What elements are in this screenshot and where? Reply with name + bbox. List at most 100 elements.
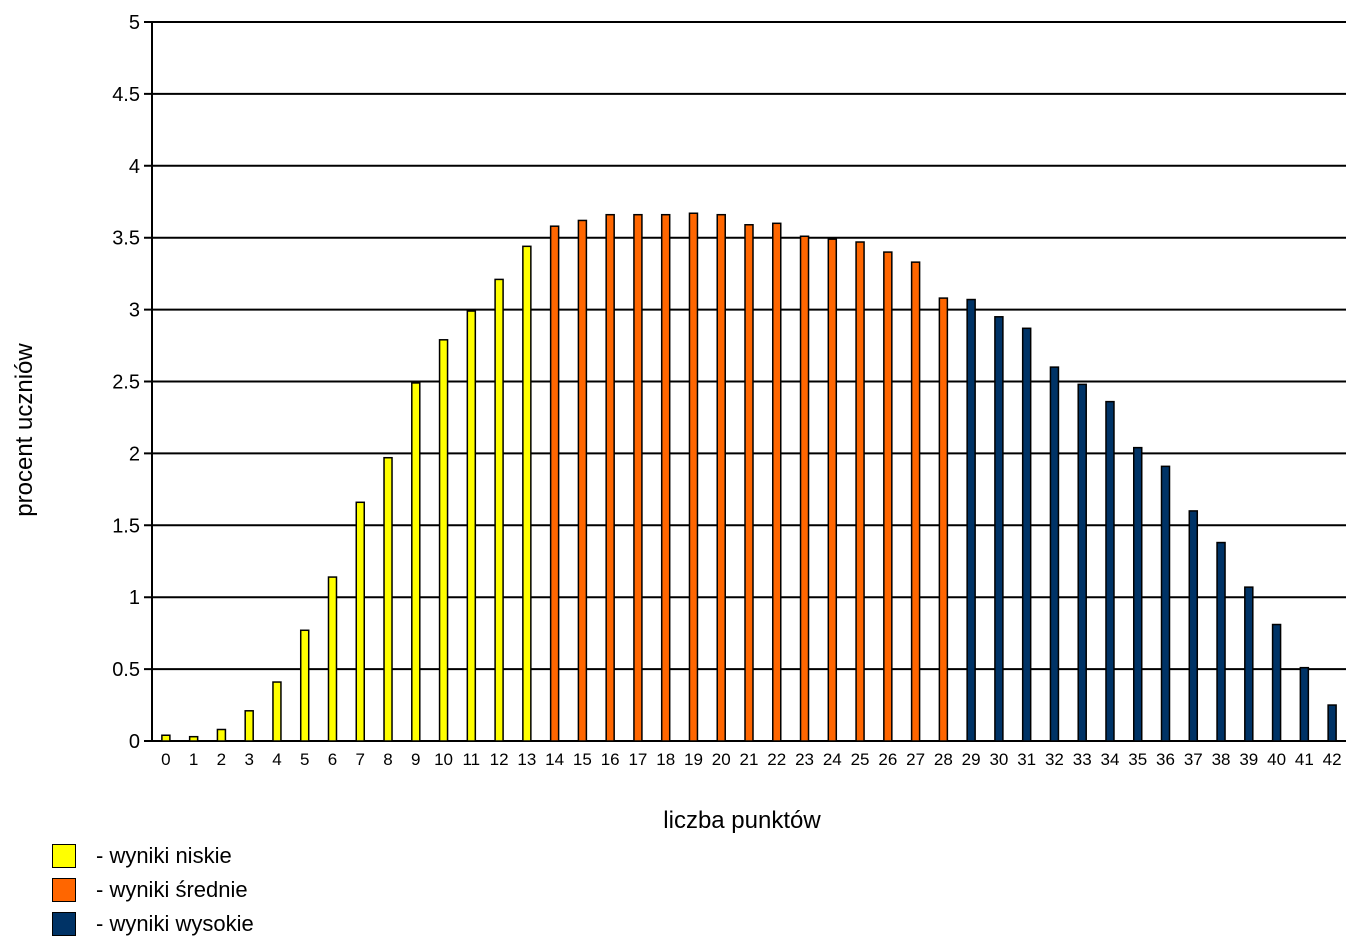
x-tick-label: 9 [411, 750, 420, 769]
bar [1244, 586, 1254, 742]
bar [688, 212, 699, 742]
y-tick-label: 2 [129, 443, 140, 465]
x-axis-title: liczba punktów [663, 807, 821, 834]
x-tick-label: 42 [1323, 750, 1342, 769]
y-tick-label: 2.5 [112, 372, 140, 394]
bar [216, 728, 227, 742]
legend-swatch-high [52, 912, 76, 936]
x-tick-label: 16 [601, 750, 620, 769]
x-tick-label: 23 [795, 750, 814, 769]
legend-item-high: - wyniki wysokie [52, 907, 254, 941]
x-tick-label: 13 [517, 750, 536, 769]
y-tick-label: 4.5 [112, 84, 140, 106]
x-tick-label: 5 [300, 750, 309, 769]
x-tick-label: 40 [1267, 750, 1286, 769]
bars [161, 212, 1337, 742]
y-tick-label: 0 [129, 731, 140, 753]
bar [161, 734, 171, 742]
x-tick-label: 4 [272, 750, 281, 769]
legend: - wyniki niskie - wyniki średnie - wynik… [52, 839, 254, 941]
x-tick-label: 10 [434, 750, 453, 769]
x-tick-label: 6 [328, 750, 337, 769]
bar [383, 456, 393, 742]
x-tick-label: 25 [851, 750, 870, 769]
bar [327, 576, 338, 742]
x-tick-labels: 0 1 2 3 4 5 6 7 8 9 10 11 12 13 14 15 16 17 18 19 20 21 22 23 24… [161, 750, 1341, 769]
x-tick-label: 24 [823, 750, 842, 769]
bar [855, 241, 865, 742]
y-tick-label: 1.5 [112, 515, 140, 537]
bar [355, 501, 366, 742]
bar [1049, 366, 1060, 742]
bar [1160, 465, 1171, 742]
y-tick-label: 3 [129, 300, 140, 322]
bar [1105, 400, 1115, 742]
bar [438, 339, 449, 742]
y-tick-label: 3.5 [112, 228, 140, 250]
x-tick-label: 17 [628, 750, 647, 769]
bar [1327, 704, 1337, 742]
legend-swatch-low [52, 844, 76, 868]
bar [716, 213, 726, 742]
x-tick-label: 0 [161, 750, 170, 769]
x-tick-label: 7 [356, 750, 365, 769]
bar-chart: 00.511.522.533.544.55 0 1 2 3 4 5 6 7 8 9 10 11 12 13… [11, 12, 1346, 834]
x-tick-label: 15 [573, 750, 592, 769]
bar [605, 213, 615, 742]
y-axis-title: procent uczniów [11, 343, 38, 517]
x-tick-label: 30 [989, 750, 1008, 769]
bar [994, 316, 1004, 742]
x-tick-label: 3 [244, 750, 253, 769]
legend-item-medium: - wyniki średnie [52, 873, 254, 907]
x-tick-label: 41 [1295, 750, 1314, 769]
bar [299, 629, 310, 742]
x-tick-label: 33 [1073, 750, 1092, 769]
x-tick-label: 21 [740, 750, 759, 769]
legend-label-medium: - wyniki średnie [96, 877, 248, 902]
x-tick-label: 36 [1156, 750, 1175, 769]
x-tick-label: 14 [545, 750, 564, 769]
bar [910, 261, 921, 742]
bar [744, 224, 754, 742]
legend-label-high: - wyniki wysokie [96, 911, 254, 936]
bar [1077, 383, 1087, 742]
x-tick-label: 11 [462, 750, 480, 769]
x-tick-label: 29 [962, 750, 981, 769]
y-tick-label: 4 [129, 156, 140, 178]
x-tick-label: 8 [383, 750, 392, 769]
x-tick-label: 1 [189, 750, 198, 769]
x-tick-label: 32 [1045, 750, 1064, 769]
x-tick-label: 37 [1184, 750, 1203, 769]
bar [1271, 623, 1282, 742]
y-tick-label: 1 [129, 587, 140, 609]
bar [938, 297, 949, 742]
bar [466, 310, 477, 742]
bar [549, 225, 560, 742]
y-tick-label: 0.5 [112, 659, 140, 681]
x-tick-label: 38 [1212, 750, 1231, 769]
x-tick-label: 19 [684, 750, 703, 769]
x-tick-label: 22 [767, 750, 786, 769]
bar [188, 735, 199, 742]
x-tick-label: 27 [906, 750, 925, 769]
bar [1132, 446, 1143, 742]
bar [827, 238, 838, 742]
legend-label-low: - wyniki niskie [96, 843, 232, 868]
bar [1021, 327, 1032, 742]
bar [660, 213, 671, 742]
bar [772, 222, 782, 742]
bar [883, 251, 893, 742]
bar [522, 245, 532, 742]
y-tick-label: 5 [129, 12, 140, 34]
bar [494, 278, 504, 742]
bar [272, 681, 282, 742]
x-tick-label: 20 [712, 750, 731, 769]
x-tick-label: 34 [1101, 750, 1120, 769]
bar [633, 213, 643, 742]
x-tick-label: 28 [934, 750, 953, 769]
bar [799, 235, 810, 742]
bar [966, 298, 976, 742]
bar [1188, 510, 1199, 742]
bar [1299, 666, 1310, 742]
bar [577, 219, 588, 742]
